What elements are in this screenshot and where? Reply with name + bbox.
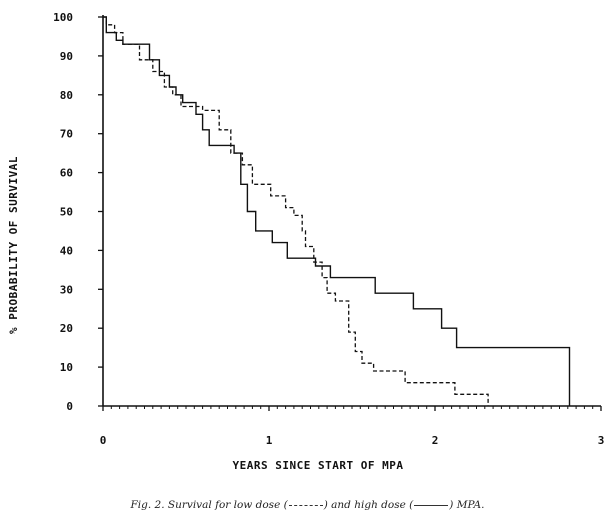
chart-series (103, 16, 571, 406)
x-axis-title: YEARS SINCE START OF MPA (233, 459, 404, 472)
y-axis-title: % PROBABILITY OF SURVIVAL (7, 156, 20, 334)
high-dose-survival-line (103, 16, 571, 406)
y-tick-label: 50 (60, 206, 73, 219)
low-dose-legend-swatch (288, 504, 323, 506)
figure-caption: Fig. 2. Survival for low dose ( ) and hig… (0, 499, 615, 511)
x-tick-label: 1 (266, 434, 273, 447)
low-dose-survival-line (103, 16, 489, 406)
high-dose-legend-swatch (414, 504, 449, 506)
y-tick-label: 30 (60, 283, 73, 296)
y-tick-label: 90 (60, 50, 73, 63)
caption-suffix: ) MPA. (449, 499, 485, 511)
y-tick-label: 0 (66, 400, 73, 413)
y-tick-label: 20 (60, 322, 73, 335)
caption-middle: ) and high dose ( (323, 499, 414, 511)
y-tick-label: 60 (60, 167, 73, 180)
x-tick-label: 2 (432, 434, 439, 447)
y-tick-label: 40 (60, 244, 73, 257)
x-tick-label: 3 (598, 434, 605, 447)
chart-ticks: 0 10 20 30 40 50 60 70 80 90 100 0 1 2 3 (53, 11, 604, 447)
y-tick-label: 80 (60, 89, 73, 102)
caption-prefix: Fig. 2. Survival for low dose ( (130, 499, 288, 511)
x-tick-label: 0 (100, 434, 107, 447)
y-tick-label: 100 (53, 11, 73, 24)
y-tick-label: 70 (60, 128, 73, 141)
y-tick-label: 10 (60, 361, 73, 374)
